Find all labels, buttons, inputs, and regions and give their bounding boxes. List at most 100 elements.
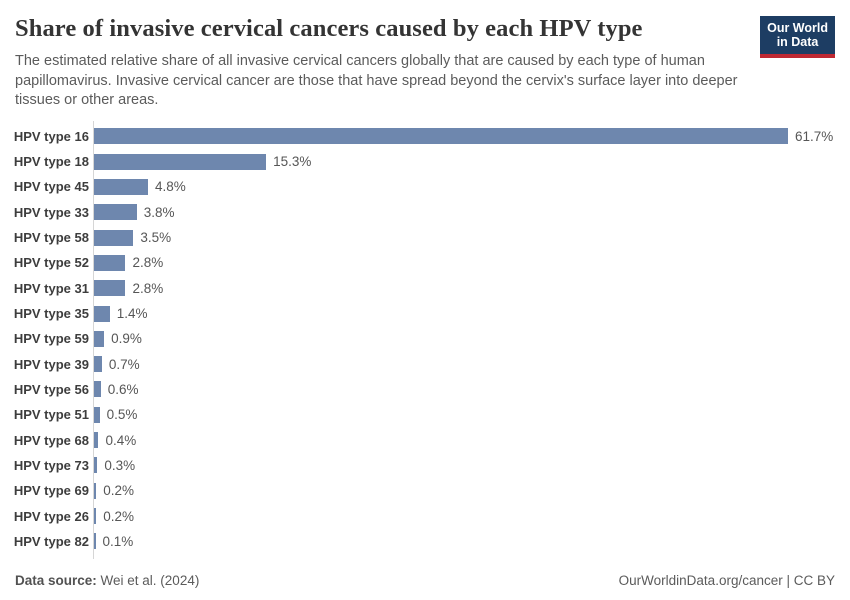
bar-rows: HPV type 16 61.7% HPV type 18 15.3% HPV type… <box>0 124 850 554</box>
bar[interactable] <box>94 204 137 221</box>
bar-label: HPV type 69 <box>13 483 89 499</box>
bar-label: HPV type 31 <box>13 280 89 296</box>
bar-value-label: 61.7% <box>795 128 834 144</box>
bar-row: HPV type 16 61.7% <box>0 124 850 149</box>
bar-row: HPV type 33 3.8% <box>0 200 850 225</box>
bar[interactable] <box>94 508 97 524</box>
bar[interactable] <box>94 381 101 398</box>
bar-row: HPV type 52 2.8% <box>0 250 850 275</box>
owid-logo[interactable]: Our World in Data <box>760 16 835 58</box>
bar[interactable] <box>94 457 98 474</box>
bar-value-label: 2.8% <box>132 255 164 271</box>
bar-zone: 0.3% <box>93 453 850 478</box>
bar-zone: 0.2% <box>93 478 850 503</box>
bar-zone: 0.2% <box>93 503 850 528</box>
bar-label: HPV type 68 <box>13 432 89 448</box>
bar[interactable] <box>94 178 148 195</box>
bar-zone: 2.8% <box>93 250 850 275</box>
bar[interactable] <box>94 406 100 423</box>
bar-value-label: 4.8% <box>154 179 186 195</box>
bar-zone: 61.7% <box>93 124 850 149</box>
bar[interactable] <box>94 533 96 550</box>
bar-zone: 0.5% <box>93 402 850 427</box>
bar-label: HPV type 56 <box>13 381 89 397</box>
bar-row: HPV type 69 0.2% <box>0 478 850 503</box>
bar-label: HPV type 35 <box>13 306 89 321</box>
bar-value-label: 0.2% <box>103 508 135 524</box>
chart-header: Share of invasive cervical cancers cause… <box>15 14 835 58</box>
bar-label: HPV type 18 <box>13 154 89 170</box>
bar-value-label: 3.5% <box>140 230 172 246</box>
data-source-value: Wei et al. (2024) <box>96 573 200 588</box>
bar-zone: 0.4% <box>93 427 850 452</box>
bar-label: HPV type 16 <box>13 128 89 144</box>
bar-label: HPV type 52 <box>13 255 89 271</box>
bar-value-label: 0.2% <box>103 483 135 499</box>
bar[interactable] <box>94 254 126 271</box>
bar[interactable] <box>94 153 267 170</box>
bar-zone: 3.5% <box>93 225 850 250</box>
bar-row: HPV type 58 3.5% <box>0 225 850 250</box>
bar-label: HPV type 73 <box>13 457 89 473</box>
data-source: Data source: Wei et al. (2024) <box>15 573 199 588</box>
bar-zone: 0.6% <box>93 377 850 402</box>
bar-zone: 2.8% <box>93 276 850 301</box>
bar-label: HPV type 59 <box>13 331 89 347</box>
bar-row: HPV type 31 2.8% <box>0 276 850 301</box>
bar-label: HPV type 26 <box>13 508 89 524</box>
bar-zone: 15.3% <box>93 149 850 174</box>
bar-row: HPV type 45 4.8% <box>0 174 850 199</box>
bar[interactable] <box>94 356 102 373</box>
bar[interactable] <box>94 330 105 347</box>
bar-row: HPV type 39 0.7% <box>0 351 850 376</box>
bar-row: HPV type 56 0.6% <box>0 377 850 402</box>
chart-footer: Data source: Wei et al. (2024) OurWorldi… <box>15 573 835 588</box>
bar[interactable] <box>94 280 126 297</box>
bar-zone: 3.8% <box>93 200 850 225</box>
bar-value-label: 0.5% <box>106 407 138 423</box>
owid-logo-line1: Our World <box>767 21 828 35</box>
bar-row: HPV type 59 0.9% <box>0 326 850 351</box>
bar-row: HPV type 68 0.4% <box>0 427 850 452</box>
bar-value-label: 0.7% <box>108 356 140 372</box>
bar-row: HPV type 82 0.1% <box>0 529 850 554</box>
bar-value-label: 3.8% <box>143 204 175 220</box>
bar-value-label: 2.8% <box>132 280 164 296</box>
page-title: Share of invasive cervical cancers cause… <box>15 15 643 42</box>
bar-zone: 0.1% <box>93 529 850 554</box>
bar-label: HPV type 33 <box>13 204 89 220</box>
bar-value-label: 0.4% <box>105 432 137 448</box>
bar-zone: 0.9% <box>93 326 850 351</box>
bar-label: HPV type 39 <box>13 356 89 372</box>
bar-label: HPV type 51 <box>13 407 89 423</box>
bar[interactable] <box>94 432 99 449</box>
bar-row: HPV type 18 15.3% <box>0 149 850 174</box>
bar[interactable] <box>94 229 134 246</box>
bar-zone: 1.4% <box>93 301 850 326</box>
bar[interactable] <box>94 305 110 322</box>
bar-value-label: 0.1% <box>102 533 134 549</box>
y-axis-line <box>93 120 94 559</box>
bar-zone: 4.8% <box>93 174 850 199</box>
bar-row: HPV type 35 1.4% <box>0 301 850 326</box>
bar-value-label: 1.4% <box>116 306 148 321</box>
attribution-link[interactable]: OurWorldinData.org/cancer | CC BY <box>618 573 835 588</box>
data-source-label: Data source: <box>15 573 97 588</box>
bar-zone: 0.7% <box>93 351 850 376</box>
bar-value-label: 0.9% <box>111 331 142 347</box>
bar[interactable] <box>94 128 788 145</box>
bar-value-label: 0.3% <box>104 457 136 473</box>
bar-label: HPV type 58 <box>13 230 89 246</box>
bar-label: HPV type 82 <box>13 533 89 549</box>
bar-row: HPV type 51 0.5% <box>0 402 850 427</box>
bar-chart: HPV type 16 61.7% HPV type 18 15.3% HPV type… <box>0 120 850 559</box>
bar[interactable] <box>94 482 97 499</box>
bar-row: HPV type 73 0.3% <box>0 453 850 478</box>
chart-subtitle: The estimated relative share of all inva… <box>15 53 738 109</box>
bar-value-label: 0.6% <box>107 381 139 397</box>
bar-label: HPV type 45 <box>13 179 89 195</box>
owid-logo-line2: in Data <box>776 35 819 50</box>
bar-value-label: 15.3% <box>273 154 312 170</box>
bar-row: HPV type 26 0.2% <box>0 503 850 528</box>
